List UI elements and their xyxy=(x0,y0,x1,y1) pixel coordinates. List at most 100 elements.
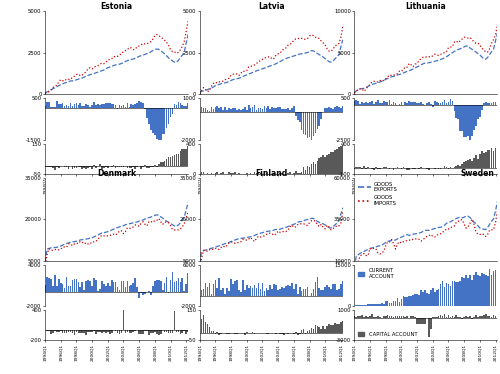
Bar xyxy=(124,107,126,108)
Bar xyxy=(170,330,172,333)
Bar xyxy=(398,104,400,105)
Bar xyxy=(64,330,66,333)
Bar xyxy=(160,162,162,166)
Bar xyxy=(80,330,81,334)
Bar xyxy=(148,330,150,335)
Bar xyxy=(418,103,420,105)
Bar xyxy=(216,107,218,112)
Bar xyxy=(64,106,66,108)
Bar xyxy=(68,286,70,292)
Bar xyxy=(130,330,132,333)
Bar xyxy=(364,102,365,105)
Bar xyxy=(402,316,404,318)
Bar xyxy=(115,105,116,108)
Bar xyxy=(295,332,296,333)
Bar xyxy=(436,102,438,105)
Bar xyxy=(156,108,158,139)
Bar xyxy=(82,106,83,108)
Bar xyxy=(330,289,332,296)
Bar xyxy=(328,107,330,112)
Bar xyxy=(184,149,185,166)
Bar xyxy=(485,315,486,318)
Bar xyxy=(487,150,488,168)
Bar xyxy=(404,102,406,105)
Bar xyxy=(489,269,490,306)
Bar xyxy=(186,149,187,166)
Bar xyxy=(430,318,432,329)
Bar xyxy=(489,150,490,168)
Bar xyxy=(70,330,71,332)
Bar xyxy=(304,112,306,135)
Bar xyxy=(487,103,488,105)
Bar xyxy=(283,109,285,112)
Bar xyxy=(232,284,234,296)
Bar xyxy=(272,107,273,112)
Bar xyxy=(464,278,465,306)
Bar xyxy=(454,317,455,318)
Bar xyxy=(436,317,438,318)
Bar xyxy=(462,278,463,306)
Bar xyxy=(306,287,308,296)
Bar xyxy=(266,173,267,174)
Bar xyxy=(414,294,416,306)
Bar xyxy=(336,290,338,296)
Bar xyxy=(264,106,265,112)
Bar xyxy=(487,316,488,318)
Bar xyxy=(252,288,254,296)
Bar xyxy=(383,316,384,318)
Bar xyxy=(224,333,226,334)
Bar xyxy=(256,110,258,112)
Bar xyxy=(178,102,179,108)
Bar xyxy=(44,285,46,292)
Bar xyxy=(116,330,118,333)
Bar xyxy=(50,107,51,108)
Bar xyxy=(464,162,465,168)
Bar xyxy=(244,290,246,296)
Bar xyxy=(170,108,172,117)
Bar xyxy=(412,168,414,169)
Bar xyxy=(48,330,50,331)
Bar xyxy=(287,333,289,334)
Bar xyxy=(381,303,382,306)
Bar xyxy=(60,104,62,108)
Bar xyxy=(412,295,414,306)
Bar xyxy=(377,304,378,306)
Bar xyxy=(496,103,498,105)
Bar xyxy=(156,166,158,167)
Bar xyxy=(182,105,183,108)
Bar xyxy=(434,101,436,105)
Bar xyxy=(142,102,144,108)
Bar xyxy=(293,333,294,334)
Bar xyxy=(99,330,101,332)
Bar xyxy=(58,279,59,292)
Bar xyxy=(58,104,59,108)
Bar xyxy=(326,108,328,112)
Bar xyxy=(134,104,136,108)
Bar xyxy=(377,99,378,105)
Bar xyxy=(82,330,83,333)
Bar xyxy=(314,112,316,133)
Bar xyxy=(268,290,269,296)
Bar xyxy=(362,315,363,318)
Bar xyxy=(394,316,396,318)
Bar xyxy=(164,108,166,134)
Bar xyxy=(304,289,306,296)
Bar xyxy=(109,330,110,334)
Bar xyxy=(242,174,244,175)
Bar xyxy=(130,104,132,108)
Bar xyxy=(365,102,367,105)
Bar xyxy=(78,104,79,108)
Bar xyxy=(334,285,336,296)
Bar xyxy=(354,316,355,318)
Bar xyxy=(287,285,289,296)
Bar xyxy=(176,281,178,292)
Bar xyxy=(152,166,154,167)
Bar xyxy=(105,103,106,108)
Bar xyxy=(471,161,473,168)
Bar xyxy=(230,173,232,174)
Bar xyxy=(426,103,428,105)
Bar xyxy=(392,168,394,170)
Bar xyxy=(212,284,214,296)
Bar xyxy=(140,102,142,108)
Bar xyxy=(332,284,334,296)
